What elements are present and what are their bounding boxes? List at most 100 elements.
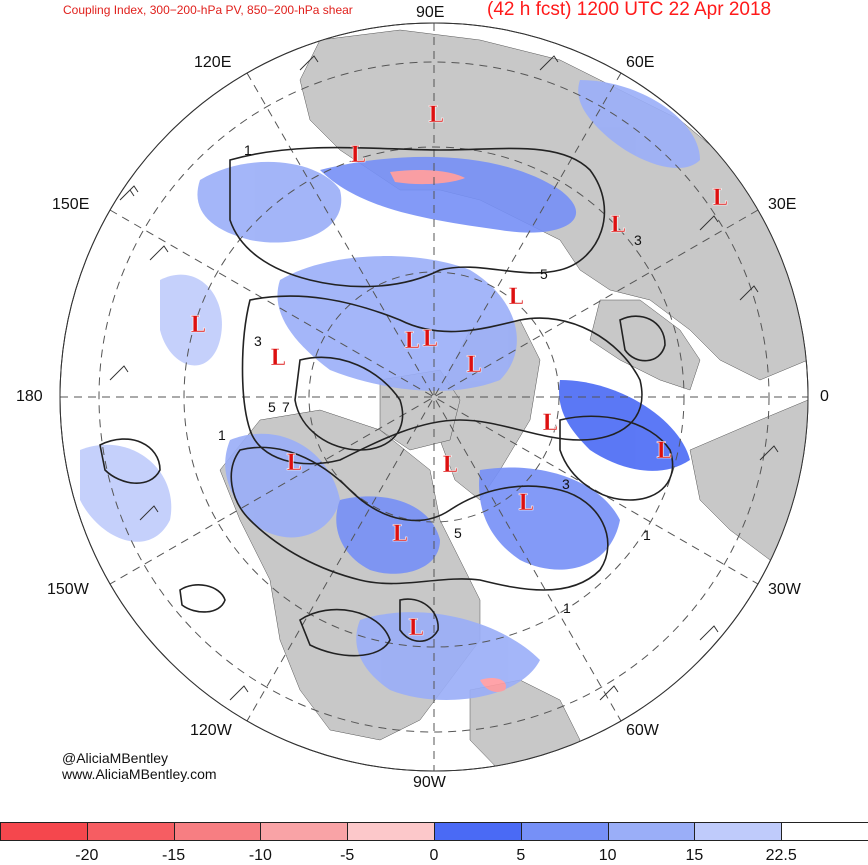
colorbar-tick-label: -10 [248, 847, 272, 864]
shade-atlantic-e [559, 380, 690, 471]
contour-label: 5 [540, 266, 548, 282]
colorbar-segment [520, 822, 609, 841]
wind-barb [699, 215, 719, 231]
colorbar-segment [86, 822, 175, 841]
shade-eurasia-band [320, 156, 577, 233]
colorbar-tick-label: -15 [162, 847, 186, 864]
lon-label-150e: 150E [52, 196, 90, 213]
lon-label-150w: 150W [47, 581, 89, 598]
pv-contour [294, 356, 404, 451]
shade-atlantic-neg [480, 678, 506, 692]
lon-label-30w: 30W [768, 581, 801, 598]
meridian-60e-120w [246, 72, 622, 722]
wind-barb [139, 505, 159, 521]
lat-circle-30 [98, 61, 770, 733]
colorbar-tick-label: 22.5 [765, 847, 797, 864]
low-marker: L [286, 450, 301, 476]
low-marker: L [408, 615, 423, 641]
lon-label-120e: 120E [194, 54, 232, 71]
low-marker: L [508, 284, 523, 310]
low-marker: L [422, 326, 437, 352]
shade-siberia-neg [390, 170, 465, 185]
pv-contours [99, 146, 674, 657]
pv-contour [399, 598, 439, 643]
land-europe [589, 299, 701, 391]
wind-barb [599, 685, 619, 701]
low-marker: L [610, 212, 625, 238]
colorbar-segment [434, 822, 522, 841]
colorbar-segment [781, 822, 868, 841]
author-website: www.AliciaMBentley.com [62, 766, 217, 782]
coupling-index-shading [80, 80, 700, 700]
low-marker: L [442, 452, 457, 478]
low-marker: L [542, 410, 557, 436]
wind-barb [299, 55, 319, 71]
shade-africa-edge [80, 444, 172, 542]
contour-label: 3 [562, 476, 570, 492]
colorbar-segment [0, 822, 88, 841]
shear-wind-barbs [109, 55, 779, 701]
contour-label: 3 [634, 232, 642, 248]
polar-stereographic-map: 1 3 5 7 1 3 5 3 5 1 1 [59, 22, 809, 772]
contour-labels: 1 3 5 7 1 3 5 3 5 1 1 [218, 142, 651, 616]
contour-label: 3 [254, 333, 262, 349]
colorbar-tick-label: 0 [429, 847, 439, 864]
lon-label-90e: 90E [416, 4, 445, 21]
wind-barb [109, 365, 129, 381]
contour-label: 1 [218, 427, 226, 443]
low-marker: L [270, 345, 285, 371]
colorbar-segment [173, 822, 262, 841]
contour-label: 1 [643, 527, 651, 543]
lon-label-60w: 60W [626, 722, 659, 739]
lon-label-120w: 120W [190, 722, 232, 739]
lon-label-30e: 30E [768, 196, 797, 213]
pv-contour [229, 146, 606, 288]
colorbar-segment [347, 822, 435, 841]
meridian-150e-30w [109, 209, 759, 585]
forecast-time-label: (42 h fcst) 1200 UTC 22 Apr 2018 [487, 0, 772, 20]
low-marker: L [350, 142, 365, 168]
product-title: Coupling Index, 300−200-hPa PV, 850−200-… [63, 3, 353, 17]
colorbar-segment [260, 822, 349, 841]
wind-barb [119, 185, 139, 201]
shade-atlantic-w [479, 467, 620, 570]
lon-label-0: 0 [820, 388, 829, 405]
colorbar: -20 -15 -10 -5 0 5 10 15 22.5 [0, 822, 868, 865]
low-marker: L [712, 185, 727, 211]
wind-barb [739, 285, 759, 301]
colorbar-tick-label: 10 [598, 847, 617, 864]
contour-label: 7 [282, 399, 290, 415]
pv-contour [230, 446, 609, 591]
wind-barb [539, 55, 559, 71]
wind-barb [149, 245, 169, 261]
shade-pacific-n [197, 161, 342, 243]
graticule [60, 23, 808, 771]
author-handle: @AliciaMBentley [62, 750, 169, 766]
contour-label: 5 [454, 525, 462, 541]
colorbar-tick-label: 5 [516, 847, 526, 864]
meridian-30e-150w [109, 209, 759, 585]
low-marker: L [428, 102, 443, 128]
map-content: 1 3 5 7 1 3 5 3 5 1 1 [60, 23, 808, 771]
low-marker: L [190, 312, 205, 338]
colorbar-tick-label: -20 [75, 847, 99, 864]
pv-contour [619, 315, 666, 362]
colorbar-segment [694, 822, 783, 841]
colorbar-segment [607, 822, 696, 841]
low-marker: L [518, 490, 533, 516]
contour-label: 1 [244, 142, 252, 158]
colorbar-tick-label: 15 [685, 847, 704, 864]
shade-na [336, 496, 440, 574]
low-marker: L [466, 352, 481, 378]
meridian-120e-60w [246, 72, 622, 722]
contour-label: 5 [268, 399, 276, 415]
pv-contour [241, 295, 643, 465]
map-border [59, 22, 809, 772]
pv-contour [179, 584, 226, 613]
colorbar-tick-label: -5 [340, 847, 355, 864]
low-marker: L [392, 521, 407, 547]
wind-barb [229, 685, 249, 701]
wind-barb [759, 445, 779, 461]
lon-label-90w: 90W [413, 774, 446, 791]
